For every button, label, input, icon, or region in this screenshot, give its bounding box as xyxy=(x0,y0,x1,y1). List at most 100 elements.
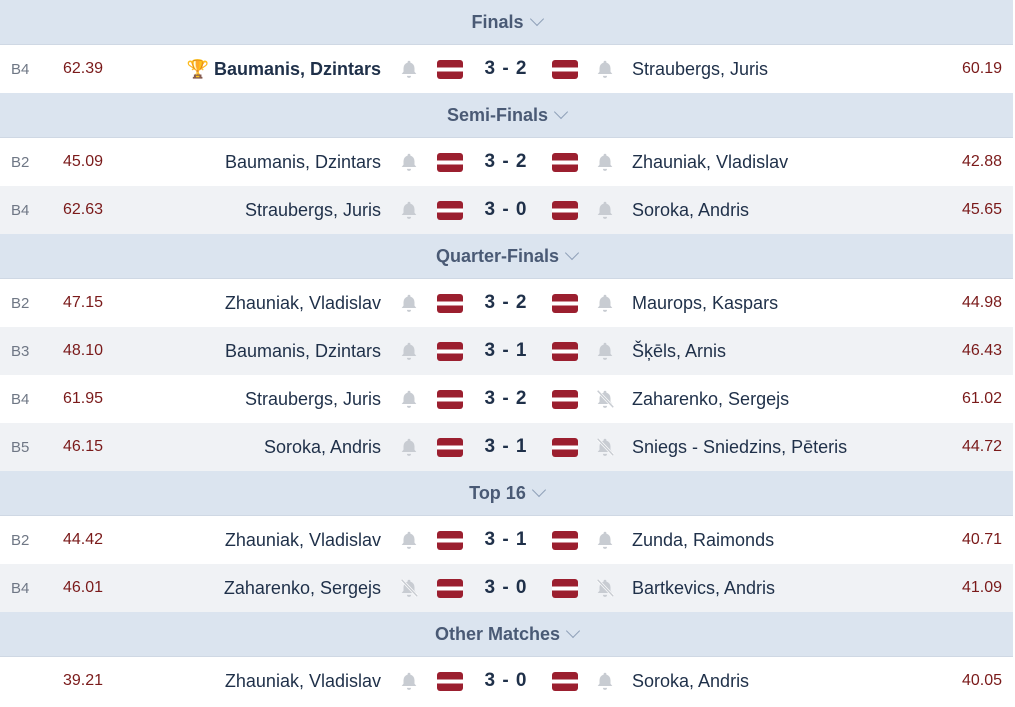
bell-icon[interactable] xyxy=(398,423,420,471)
player2-name[interactable]: Soroka, Andris xyxy=(632,670,750,691)
latvia-flag-icon xyxy=(552,564,578,612)
match-score[interactable]: 3 - 0 xyxy=(484,199,528,220)
bell-off-icon[interactable] xyxy=(594,375,616,423)
player1-name[interactable]: Straubergs, Juris xyxy=(245,186,381,234)
player1-name[interactable]: Baumanis, Dzintars xyxy=(225,138,381,186)
match-row[interactable]: B3 48.10 Baumanis, Dzintars 3 - 1 Šķēls,… xyxy=(0,327,1013,375)
chevron-down-icon[interactable] xyxy=(529,11,544,27)
latvia-flag-icon xyxy=(437,375,463,423)
player2-name[interactable]: Maurops, Kaspars xyxy=(632,292,779,313)
player1-name[interactable]: Zaharenko, Sergejs xyxy=(224,564,381,612)
player2-name[interactable]: Soroka, Andris xyxy=(632,199,750,220)
bell-icon[interactable] xyxy=(594,516,616,564)
player1-average: 62.63 xyxy=(63,201,104,218)
match-score[interactable]: 3 - 2 xyxy=(484,388,528,409)
section-title: Finals xyxy=(471,11,524,32)
player1-label: Zhauniak, Vladislav xyxy=(224,529,381,550)
bell-off-icon[interactable] xyxy=(398,564,420,612)
match-row[interactable]: B4 62.63 Straubergs, Juris 3 - 0 Soroka,… xyxy=(0,186,1013,234)
player1-average: 61.95 xyxy=(63,390,104,407)
match-score[interactable]: 3 - 2 xyxy=(484,151,528,172)
bell-icon[interactable] xyxy=(398,138,420,186)
player2-name[interactable]: Šķēls, Arnis xyxy=(632,340,727,361)
latvia-flag-icon xyxy=(552,327,578,375)
player1-name[interactable]: Zhauniak, Vladislav xyxy=(225,516,381,564)
player2-average: 61.02 xyxy=(961,390,1002,407)
player1-name[interactable]: Zhauniak, Vladislav xyxy=(225,279,381,327)
match-score[interactable]: 3 - 1 xyxy=(484,436,528,457)
player2-name[interactable]: Zaharenko, Sergejs xyxy=(632,388,790,409)
chevron-down-icon[interactable] xyxy=(553,104,569,120)
player2-average: 42.88 xyxy=(961,153,1002,170)
match-score[interactable]: 3 - 1 xyxy=(484,340,528,361)
latvia-flag-icon xyxy=(437,423,463,471)
match-row[interactable]: B2 44.42 Zhauniak, Vladislav 3 - 1 Zunda… xyxy=(0,516,1013,564)
player2-name[interactable]: Sniegs - Sniedzins, Pēteris xyxy=(632,436,848,457)
chevron-down-icon[interactable] xyxy=(565,623,581,639)
player1-name[interactable]: Straubergs, Juris xyxy=(245,375,381,423)
player1-average: 46.15 xyxy=(63,438,104,455)
player1-average: 62.39 xyxy=(63,60,104,77)
bell-off-icon[interactable] xyxy=(594,564,616,612)
latvia-flag-icon xyxy=(552,516,578,564)
player2-name[interactable]: Bartkevics, Andris xyxy=(632,577,776,598)
bell-off-icon[interactable] xyxy=(594,423,616,471)
player2-name[interactable]: Straubergs, Juris xyxy=(632,58,769,79)
section-header[interactable]: Other Matches xyxy=(0,612,1013,657)
latvia-flag-icon xyxy=(552,45,578,93)
match-row[interactable]: B2 47.15 Zhauniak, Vladislav 3 - 2 Mauro… xyxy=(0,279,1013,327)
chevron-down-icon[interactable] xyxy=(564,245,580,261)
player1-label: Baumanis, Dzintars xyxy=(224,151,381,172)
section-title: Top 16 xyxy=(469,482,526,503)
player2-average: 40.71 xyxy=(961,531,1002,548)
section-header[interactable]: Finals xyxy=(0,0,1013,45)
round-label: B2 xyxy=(11,531,30,549)
latvia-flag-icon xyxy=(552,657,578,705)
match-score[interactable]: 3 - 2 xyxy=(484,58,528,79)
section-header[interactable]: Semi-Finals xyxy=(0,93,1013,138)
bell-icon[interactable] xyxy=(398,45,420,93)
match-score[interactable]: 3 - 0 xyxy=(484,670,528,691)
latvia-flag-icon xyxy=(552,423,578,471)
player2-name[interactable]: Zhauniak, Vladislav xyxy=(632,151,789,172)
player1-label: Zhauniak, Vladislav xyxy=(224,292,381,313)
player2-name[interactable]: Zunda, Raimonds xyxy=(632,529,775,550)
latvia-flag-icon xyxy=(437,327,463,375)
match-score[interactable]: 3 - 1 xyxy=(484,529,528,550)
bell-icon[interactable] xyxy=(594,279,616,327)
player1-name[interactable]: Zhauniak, Vladislav xyxy=(225,657,381,705)
bell-icon[interactable] xyxy=(594,138,616,186)
match-score[interactable]: 3 - 0 xyxy=(484,577,528,598)
bell-icon[interactable] xyxy=(594,657,616,705)
bell-icon[interactable] xyxy=(398,186,420,234)
player1-name[interactable]: 🏆 Baumanis, Dzintars xyxy=(187,45,381,93)
match-row[interactable]: B2 45.09 Baumanis, Dzintars 3 - 2 Zhauni… xyxy=(0,138,1013,186)
player1-label: Soroka, Andris xyxy=(263,436,381,457)
match-row[interactable]: B4 62.39 🏆 Baumanis, Dzintars 3 - 2 Strau… xyxy=(0,45,1013,93)
bell-icon[interactable] xyxy=(594,186,616,234)
chevron-down-icon[interactable] xyxy=(531,482,546,498)
latvia-flag-icon xyxy=(437,516,463,564)
player1-label: Baumanis, Dzintars xyxy=(213,58,381,79)
section-header[interactable]: Quarter-Finals xyxy=(0,234,1013,279)
match-row[interactable]: B4 61.95 Straubergs, Juris 3 - 2 Zaharen… xyxy=(0,375,1013,423)
match-row[interactable]: B5 46.15 Soroka, Andris 3 - 1 Sniegs - S… xyxy=(0,423,1013,471)
match-row[interactable]: 39.21 Zhauniak, Vladislav 3 - 0 Soroka, … xyxy=(0,657,1013,705)
bell-icon[interactable] xyxy=(398,657,420,705)
section-title: Quarter-Finals xyxy=(435,245,560,266)
bell-icon[interactable] xyxy=(398,279,420,327)
match-score[interactable]: 3 - 2 xyxy=(484,292,528,313)
player1-name[interactable]: Baumanis, Dzintars xyxy=(225,327,381,375)
bell-icon[interactable] xyxy=(398,375,420,423)
player1-name[interactable]: Soroka, Andris xyxy=(264,423,381,471)
bell-icon[interactable] xyxy=(398,327,420,375)
player2-average: 40.05 xyxy=(961,672,1002,689)
bell-icon[interactable] xyxy=(594,327,616,375)
bell-icon[interactable] xyxy=(594,45,616,93)
match-row[interactable]: B4 46.01 Zaharenko, Sergejs 3 - 0 Bartke… xyxy=(0,564,1013,612)
player1-average: 39.21 xyxy=(63,672,104,689)
player1-label: Straubergs, Juris xyxy=(244,199,381,220)
section-header[interactable]: Top 16 xyxy=(0,471,1013,516)
bell-icon[interactable] xyxy=(398,516,420,564)
player1-average: 45.09 xyxy=(63,153,104,170)
